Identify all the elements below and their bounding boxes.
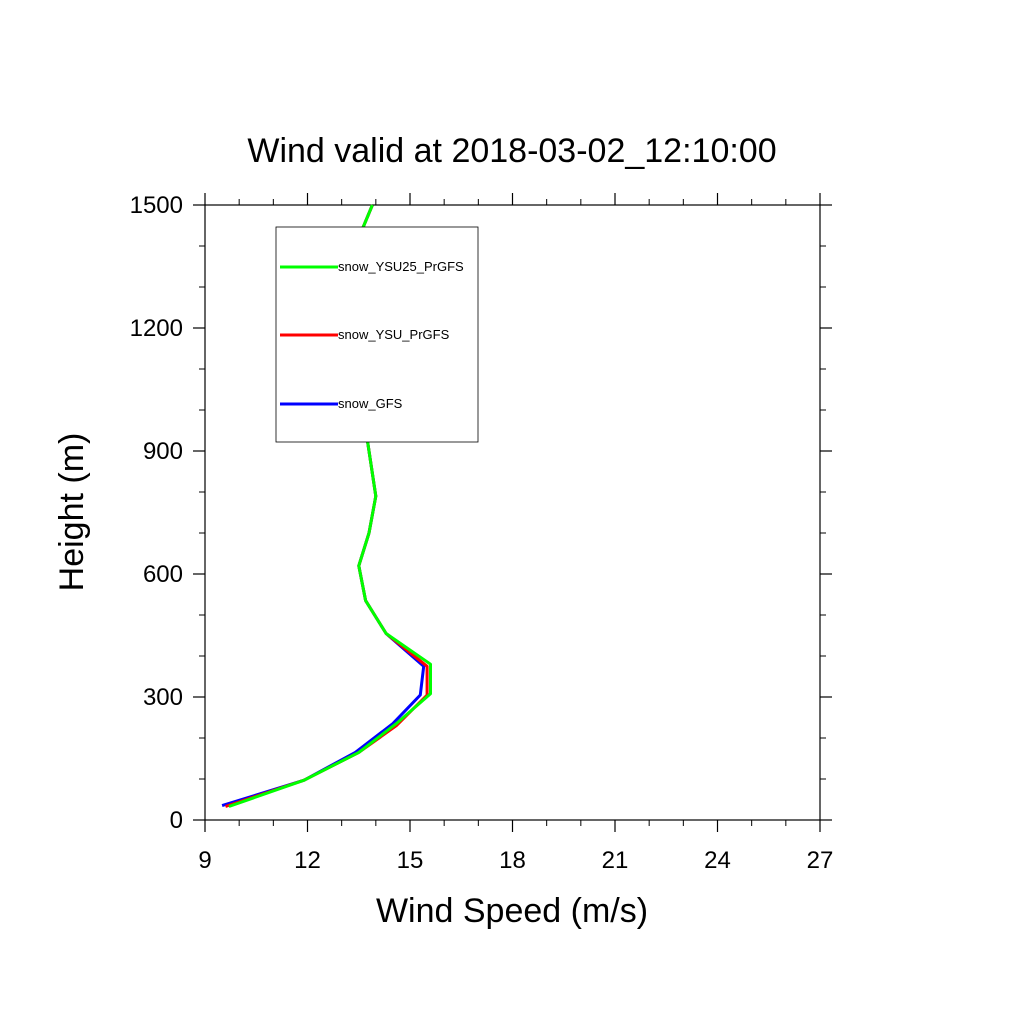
legend: snow_YSU25_PrGFS snow_YSU_PrGFS snow_GFS	[275, 226, 479, 443]
x-tick-label: 27	[807, 847, 834, 874]
x-tick-label: 9	[198, 847, 211, 874]
legend-label: snow_YSU25_PrGFS	[338, 259, 464, 274]
y-tick-label: 600	[143, 561, 183, 588]
x-tick-label: 24	[704, 847, 731, 874]
x-axis-label: Wind Speed (m/s)	[376, 892, 648, 930]
x-tick-label: 12	[294, 847, 321, 874]
plot-area: 9 12 15 18 21 24 27 0 300 600 900 1200 1500 snow_YSU2…	[130, 192, 834, 874]
x-tick-label: 15	[397, 847, 424, 874]
legend-label: snow_YSU_PrGFS	[338, 327, 450, 342]
y-tick-label: 0	[170, 807, 183, 834]
chart-title: Wind valid at 2018-03-02_12:10:00	[247, 132, 776, 170]
legend-label: snow_GFS	[338, 396, 403, 411]
y-tick-label: 900	[143, 438, 183, 465]
x-tick-label: 18	[499, 847, 526, 874]
x-tick-label: 21	[602, 847, 629, 874]
y-tick-label: 1500	[130, 192, 183, 219]
y-tick-label: 1200	[130, 315, 183, 342]
y-tick-label: 300	[143, 684, 183, 711]
y-axis-label: Height (m)	[53, 433, 91, 592]
